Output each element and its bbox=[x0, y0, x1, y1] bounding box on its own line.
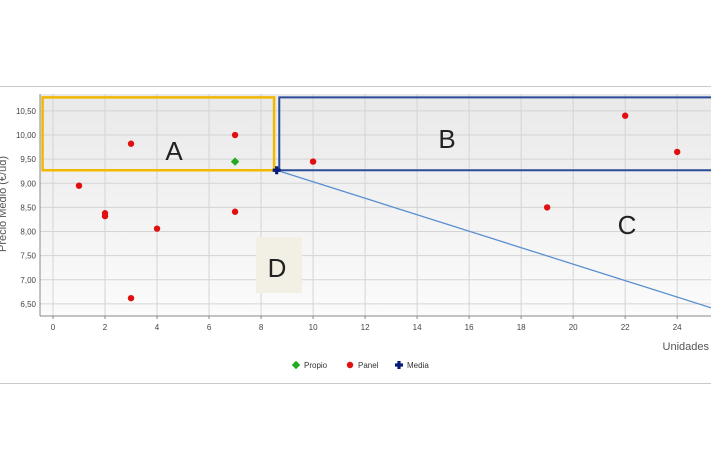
region-b-box bbox=[278, 96, 711, 172]
data-point-panel bbox=[621, 112, 629, 119]
data-point-panel bbox=[543, 204, 551, 211]
data-point-panel bbox=[127, 140, 135, 147]
legend-label-propio: Propio bbox=[304, 361, 328, 370]
y-axis-title: Precio Medio (€/ud) bbox=[0, 156, 9, 252]
y-tick-label: 8,00 bbox=[20, 228, 36, 237]
data-point-propio bbox=[230, 157, 240, 166]
x-tick-label: 12 bbox=[361, 323, 370, 332]
data-point-panel bbox=[231, 208, 239, 215]
legend-marker-media bbox=[395, 361, 403, 369]
trend-line bbox=[276, 169, 711, 309]
data-point-panel bbox=[153, 225, 161, 232]
x-tick-label: 24 bbox=[673, 323, 682, 332]
x-tick-label: 22 bbox=[621, 323, 630, 332]
x-tick-label: 20 bbox=[569, 323, 578, 332]
region-a-box bbox=[41, 96, 276, 172]
y-tick-label: 8,50 bbox=[20, 203, 36, 212]
x-tick-label: 10 bbox=[309, 323, 318, 332]
x-tick-label: 14 bbox=[413, 323, 422, 332]
y-tick-label: 9,00 bbox=[20, 179, 36, 188]
x-tick-label: 4 bbox=[155, 323, 160, 332]
legend: Propio Panel Media bbox=[291, 360, 429, 370]
y-tick-label: 10,50 bbox=[16, 107, 37, 116]
y-tick-label: 6,50 bbox=[20, 300, 36, 309]
region-label-b: B bbox=[438, 124, 455, 154]
x-tick-label: 0 bbox=[51, 323, 56, 332]
y-tick-label: 7,00 bbox=[20, 276, 36, 285]
data-point-panel bbox=[231, 131, 239, 139]
legend-marker-panel bbox=[346, 361, 354, 369]
region-d-background bbox=[256, 237, 302, 293]
data-point-panel bbox=[127, 294, 135, 302]
legend-label-panel: Panel bbox=[358, 361, 379, 370]
y-tick-label: 10,00 bbox=[16, 131, 37, 140]
y-tick-label: 7,50 bbox=[20, 252, 36, 261]
data-point-panel bbox=[101, 212, 109, 220]
data-points bbox=[75, 112, 681, 302]
x-tick-label: 2 bbox=[103, 323, 108, 332]
plot-area bbox=[40, 94, 711, 316]
data-point-panel bbox=[309, 158, 317, 165]
region-overlays: A B C D bbox=[41, 96, 711, 309]
data-point-panel bbox=[673, 148, 681, 156]
y-tick-label: 9,50 bbox=[20, 155, 36, 164]
region-label-d: D bbox=[268, 253, 287, 283]
x-tick-label: 8 bbox=[259, 323, 264, 332]
grid-lines bbox=[40, 94, 711, 316]
region-label-c: C bbox=[618, 210, 637, 240]
region-label-a: A bbox=[165, 136, 183, 166]
legend-label-media: Media bbox=[407, 361, 429, 370]
x-tick-label: 16 bbox=[465, 323, 474, 332]
data-point-media bbox=[272, 166, 281, 175]
legend-marker-propio bbox=[291, 360, 301, 370]
x-tick-label: 18 bbox=[517, 323, 526, 332]
axes: 6,50 7,00 7,50 8,00 8,50 9,00 9,50 10,00 10,50 0 2… bbox=[0, 94, 711, 353]
x-axis-title: Unidades bbox=[663, 341, 710, 353]
x-tick-label: 6 bbox=[207, 323, 212, 332]
data-point-panel bbox=[75, 182, 83, 189]
